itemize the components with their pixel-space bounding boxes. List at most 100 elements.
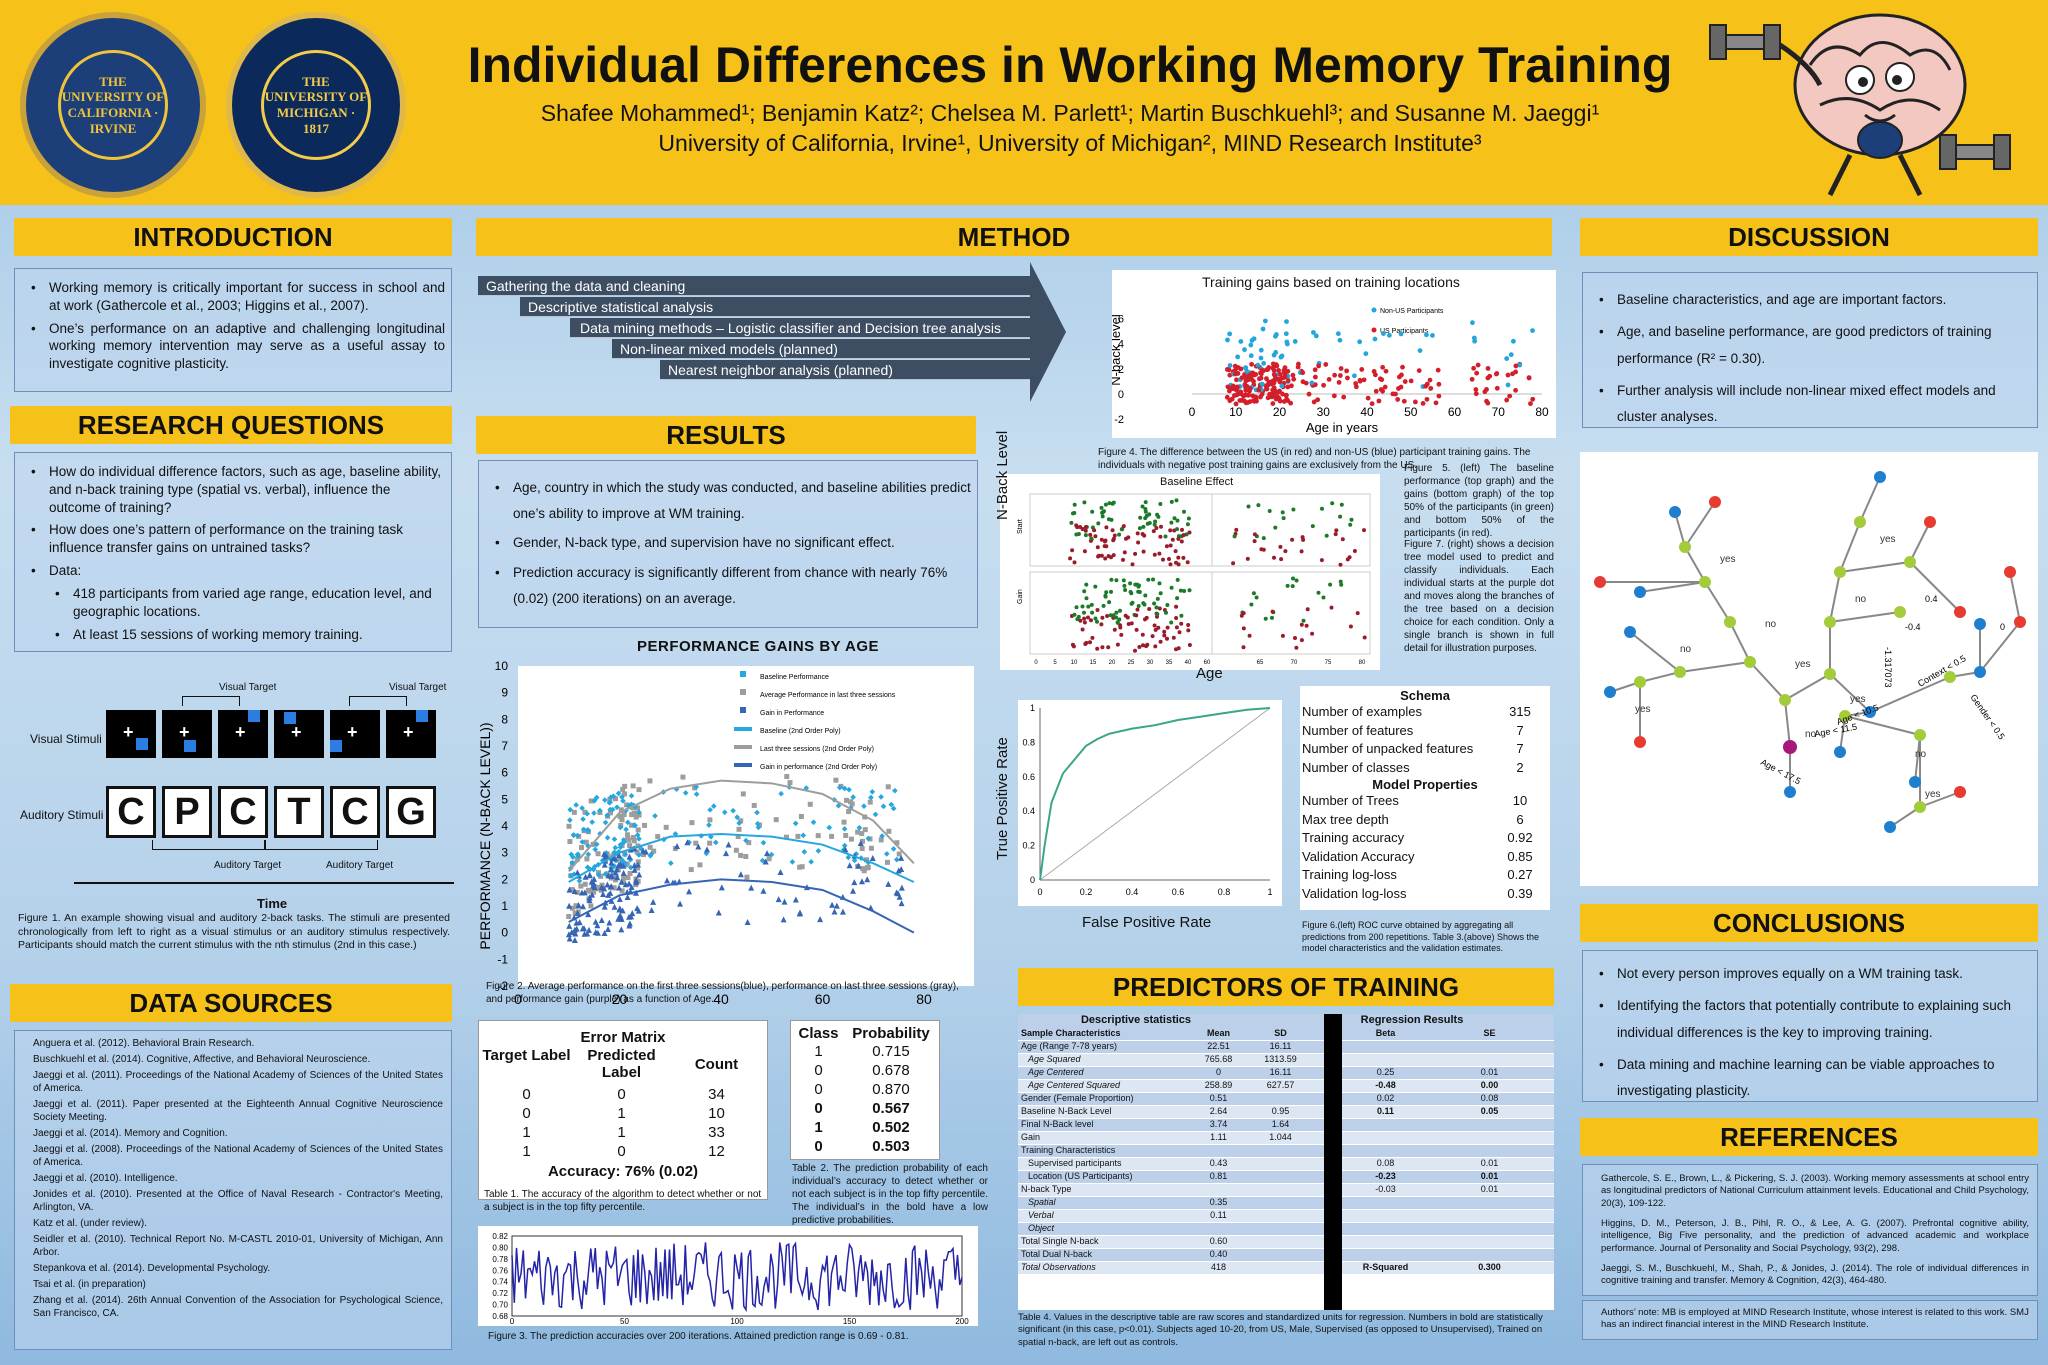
gain-point [636, 871, 643, 878]
panel-label: Gain [1017, 589, 1024, 604]
last-session-point [846, 809, 852, 815]
top-half-point [1175, 577, 1180, 582]
matrix-cell: 1 [522, 1124, 531, 1141]
tree-condition-label: Age < 11.5 [1814, 722, 1858, 739]
last-session-point [627, 843, 633, 849]
top-half-point [1153, 519, 1158, 524]
x-tick: 10 [1071, 660, 1078, 666]
schema-value: 0.92 [1507, 830, 1533, 845]
tree-edge [1784, 699, 1791, 748]
us-point [1242, 382, 1248, 387]
predictor-label: Spatial [1028, 1197, 1056, 1207]
predictor-row: Total Single N-back 0.60 [1018, 1236, 1554, 1249]
bottom-half-point [1082, 616, 1087, 621]
se-cell [1438, 1145, 1538, 1157]
predictor-row: Baseline N-Back Level 2.64 0.95 0.11 0.05 [1018, 1106, 1554, 1119]
x-tick: 0.6 [1172, 887, 1185, 897]
us-point [1408, 378, 1414, 384]
last-session-point [635, 859, 641, 865]
baseline-point [628, 793, 635, 799]
probability-rows: 1 0.715 0 0.678 0 0.870 0 0.567 1 0.502 0 0.503 [791, 1042, 939, 1156]
gain-point [620, 862, 627, 869]
x-tick: 60 [815, 991, 831, 1006]
tree-node [1974, 666, 1986, 678]
schema-value: 7 [1516, 741, 1524, 756]
last-session-point [746, 840, 752, 846]
us-point [1345, 375, 1350, 381]
gain-point [591, 875, 598, 882]
us-point [1473, 391, 1479, 397]
start-node [1783, 740, 1797, 754]
bottom-half-point [1145, 642, 1150, 647]
plus-sign: + [291, 722, 302, 742]
top-half-point [1143, 509, 1148, 514]
us-point [1337, 373, 1343, 378]
gain-point [590, 882, 597, 889]
last-session-point [578, 883, 584, 889]
bottom-half-point [1080, 527, 1085, 531]
baseline-point [850, 794, 856, 800]
top-half-point [1186, 516, 1191, 521]
predictor-label: Total Dual N-back [1021, 1249, 1093, 1259]
figure-2-caption: Figure 2. Average performance on the fir… [486, 981, 959, 1005]
schema-label: Training accuracy [1302, 830, 1405, 845]
top-half-point [1082, 610, 1086, 615]
bottom-half-point [1111, 536, 1116, 541]
top-half-point [1154, 605, 1159, 610]
y-tick: 0 [1030, 875, 1035, 885]
us-point [1321, 382, 1327, 388]
tree-edge [1839, 521, 1861, 573]
last-session-point [855, 829, 861, 835]
baseline-point [890, 846, 897, 852]
non-us-point [1248, 353, 1254, 359]
tree-edge [1859, 476, 1881, 523]
top-half-point [1169, 520, 1174, 525]
col-sample: Sample Characteristics [1021, 1028, 1121, 1038]
mean-cell [1186, 1184, 1248, 1196]
gain-point [608, 883, 615, 890]
visual-stimulus-box: + [218, 710, 268, 758]
last-session-point [859, 831, 865, 837]
beta-cell [1330, 1119, 1438, 1131]
error-matrix-table: Error Matrix Target Label Predicted Labe… [478, 1020, 768, 1200]
bottom-half-point [1080, 627, 1085, 632]
gain-point [578, 889, 585, 896]
tree-node [1634, 586, 1646, 598]
top-half-point [1104, 590, 1109, 595]
bottom-half-point [1082, 620, 1087, 625]
top-half-point [1174, 498, 1179, 503]
tree-edge [1889, 806, 1921, 828]
gain-point [723, 850, 730, 857]
last-session-point [582, 809, 588, 815]
us-point [1289, 383, 1294, 389]
gain-point [624, 894, 631, 901]
predictor-row: Object [1018, 1223, 1554, 1236]
us-point [1229, 396, 1235, 402]
last-session-point [848, 836, 854, 842]
brain-mascot-icon [1709, 13, 2011, 197]
bottom-half-point [1174, 560, 1178, 565]
baseline-point [636, 809, 642, 816]
last-session-point [631, 838, 637, 844]
top-half-point [1321, 595, 1326, 600]
references-box: Gathercole, S. E., Brown, L., & Pickerin… [1582, 1164, 2038, 1296]
tree-node [1834, 746, 1846, 758]
us-point [1246, 373, 1252, 379]
bottom-half-point [1152, 552, 1157, 557]
baseline-point [617, 841, 624, 848]
us-point [1259, 368, 1265, 373]
y-tick: 0.72 [492, 1289, 508, 1298]
gain-point [674, 842, 681, 849]
baseline-point [841, 842, 848, 849]
non-us-point [1530, 328, 1535, 333]
class-cell: 1 [814, 1043, 823, 1060]
last-session-point [588, 798, 594, 804]
y-tick: 0.2 [1022, 841, 1035, 851]
baseline-point [836, 784, 843, 791]
tree-node [1834, 566, 1846, 578]
us-point [1373, 388, 1379, 394]
matrix-cell: 0 [617, 1086, 626, 1103]
tree-branch-label: yes [1925, 789, 1941, 800]
figure-2-title: PERFORMANCE GAINS BY AGE [636, 638, 880, 655]
us-point [1272, 373, 1278, 378]
